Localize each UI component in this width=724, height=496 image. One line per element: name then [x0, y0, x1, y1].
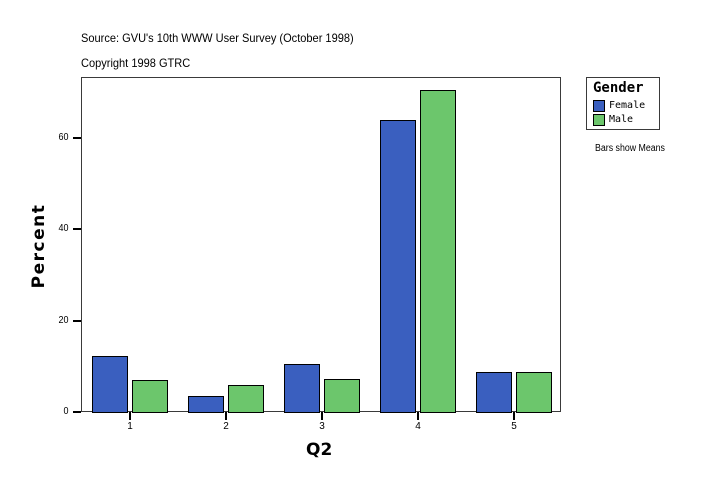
copyright-caption: Copyright 1998 GTRC — [81, 56, 191, 70]
bar-male-2 — [228, 385, 264, 413]
y-tick — [73, 411, 81, 413]
source-caption: Source: GVU's 10th WWW User Survey (Octo… — [81, 31, 354, 45]
legend-label-female: Female — [609, 100, 646, 111]
x-tick — [225, 412, 227, 420]
bar-female-2 — [188, 396, 224, 413]
x-tick-label: 5 — [511, 421, 517, 432]
bars-show-means-note: Bars show Means — [595, 143, 665, 154]
legend: Gender Female Male — [586, 77, 660, 130]
bar-female-3 — [284, 364, 320, 413]
x-tick-label: 2 — [223, 421, 229, 432]
x-axis-title: Q2 — [306, 440, 333, 460]
legend-title: Gender — [593, 80, 644, 96]
bar-male-1 — [132, 380, 168, 413]
y-tick-label: 20 — [58, 314, 69, 326]
y-tick — [73, 319, 81, 322]
x-tick — [129, 412, 131, 420]
bar-female-1 — [92, 356, 128, 413]
x-tick — [513, 412, 515, 420]
y-tick-label: 0 — [63, 406, 69, 417]
bar-male-4 — [420, 90, 456, 413]
x-tick-label: 1 — [127, 421, 133, 432]
x-tick — [321, 412, 323, 420]
y-tick-label: 60 — [58, 131, 69, 143]
y-tick-label: 40 — [58, 223, 69, 235]
x-tick-label: 3 — [319, 421, 325, 432]
bar-female-5 — [476, 372, 512, 413]
y-tick — [73, 228, 81, 231]
bar-male-3 — [324, 379, 360, 413]
bar-male-5 — [516, 372, 552, 413]
x-tick-label: 4 — [415, 421, 421, 432]
x-tick — [417, 412, 419, 420]
y-tick — [73, 136, 81, 139]
legend-label-male: Male — [609, 114, 634, 125]
y-axis-title: Percent — [29, 203, 49, 289]
legend-swatch-female — [593, 100, 605, 112]
bar-female-4 — [380, 120, 416, 413]
plot-area — [81, 77, 561, 412]
legend-swatch-male — [593, 114, 605, 126]
